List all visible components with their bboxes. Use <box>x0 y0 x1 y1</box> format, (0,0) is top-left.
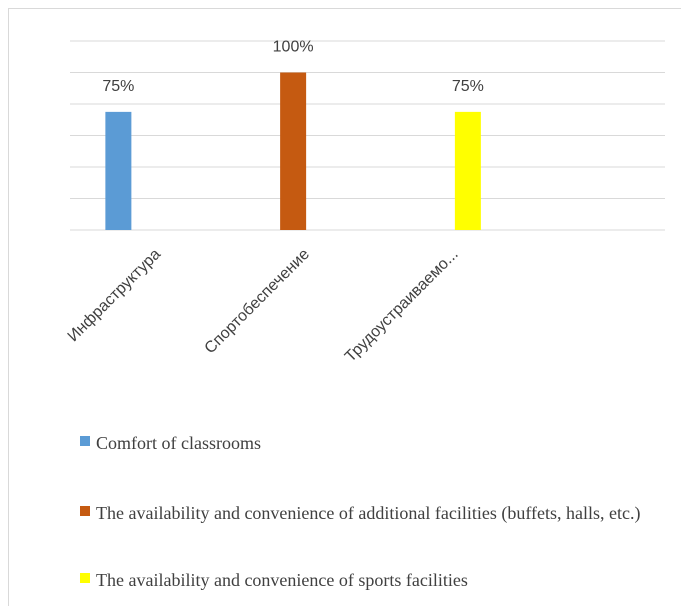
legend-label: The availability and convenience of addi… <box>96 503 640 524</box>
legend-swatch <box>80 573 90 583</box>
data-label: 100% <box>273 39 314 56</box>
data-label: 75% <box>452 78 484 95</box>
bar <box>105 111 132 230</box>
legend-swatch <box>80 506 90 516</box>
legend-item: Comfort of classrooms <box>80 433 261 453</box>
bar <box>280 72 307 230</box>
chart-frame <box>8 8 681 606</box>
legend-label: Comfort of classrooms <box>96 433 261 453</box>
legend-item: The availability and convenience of spor… <box>80 570 468 590</box>
legend-item: The availability and convenience of addi… <box>80 503 640 524</box>
legend-label: The availability and convenience of spor… <box>96 570 468 590</box>
legend-swatch <box>80 436 90 446</box>
bar <box>454 111 481 230</box>
data-label: 75% <box>102 78 134 95</box>
